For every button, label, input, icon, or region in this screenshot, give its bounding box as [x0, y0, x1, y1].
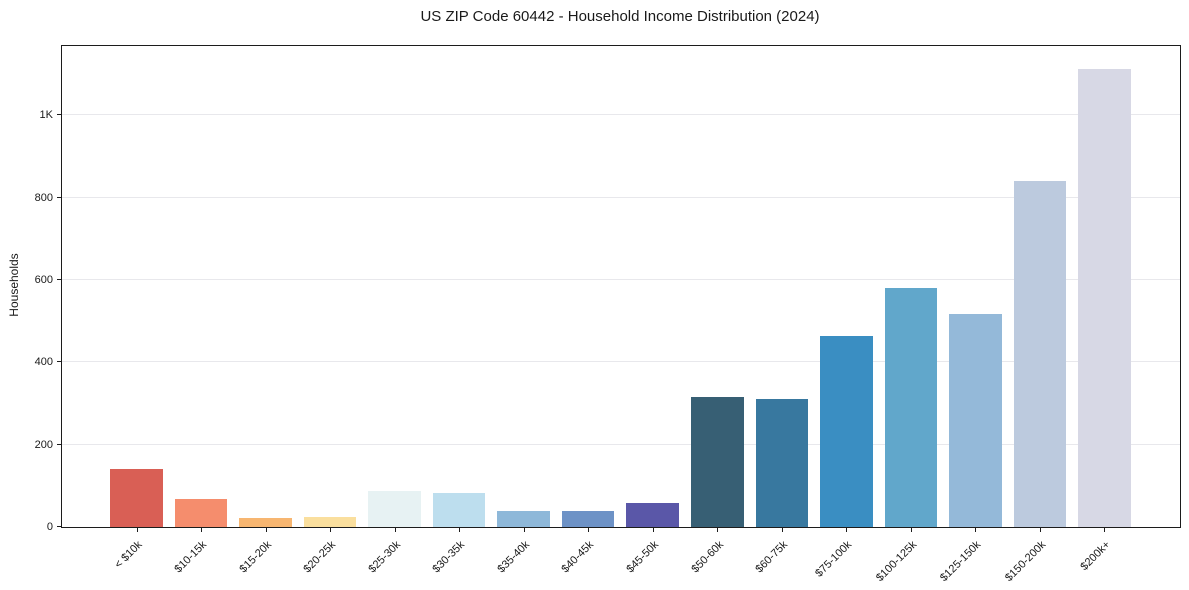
- x-tick-mark: [588, 528, 590, 532]
- y-tick-mark: [57, 526, 61, 527]
- x-tick-label: $150-200k: [1002, 538, 1049, 585]
- gridline: [62, 278, 1180, 280]
- gridline: [62, 196, 1180, 198]
- x-tick-label: $60-75k: [753, 538, 791, 576]
- y-tick-label: 600: [34, 273, 53, 286]
- bar-50-60k: [691, 397, 744, 527]
- x-tick-mark: [201, 528, 203, 532]
- y-tick-label: 1K: [39, 109, 53, 122]
- y-tick-label: 0: [46, 521, 53, 533]
- x-tick-mark: [265, 528, 267, 532]
- bar-10-15k: [174, 498, 228, 527]
- y-tick-label: 200: [34, 438, 53, 451]
- x-tick-label: $10-15k: [172, 538, 210, 576]
- x-tick-label: $40-45k: [559, 538, 597, 576]
- x-tick-mark: [1104, 528, 1106, 532]
- x-tick-mark: [975, 528, 977, 532]
- x-tick-label: $75-100k: [813, 538, 855, 580]
- y-tick-mark: [57, 443, 61, 445]
- y-tick-mark: [57, 196, 61, 198]
- bar-15-20k: [239, 517, 292, 527]
- y-tick-label: 800: [34, 191, 53, 204]
- x-tick-mark: [394, 528, 396, 532]
- bar-100-125k: [884, 288, 938, 527]
- y-tick-mark: [57, 278, 61, 280]
- plot-area: 0 200 400 600 800 1K < $10k $10-15k $15-20k $20-2…: [35, 45, 1181, 584]
- x-tick-label: $50-60k: [688, 538, 726, 576]
- x-tick-label: $25-30k: [366, 538, 403, 576]
- x-tick-mark: [136, 528, 138, 532]
- bar-35-40k: [497, 511, 550, 527]
- x-tick-mark: [781, 528, 783, 532]
- x-tick-label: $45-50k: [624, 538, 661, 576]
- bar-150-200k: [1013, 180, 1067, 527]
- gridline: [62, 361, 1180, 363]
- x-tick-mark: [717, 528, 719, 532]
- bar-20-25k: [303, 516, 357, 527]
- x-tick-label: $15-20k: [237, 538, 274, 576]
- x-tick-mark: [910, 528, 912, 532]
- x-tick-label: $200k+: [1078, 538, 1113, 573]
- bar-30-35k: [432, 493, 486, 527]
- bar-45-50k: [626, 503, 679, 527]
- x-tick-mark: [523, 528, 525, 532]
- y-tick-label: 400: [34, 356, 53, 369]
- x-tick-mark: [652, 528, 654, 532]
- bar-10k: [110, 468, 163, 527]
- x-tick-mark: [1039, 528, 1041, 532]
- bar-200k: [1078, 69, 1131, 527]
- x-tick-label: $100-125k: [873, 538, 920, 585]
- y-tick-mark: [57, 361, 61, 363]
- x-tick-label: $20-25k: [301, 538, 339, 576]
- x-tick-label: $125-150k: [938, 538, 984, 585]
- gridline: [62, 114, 1180, 116]
- x-tick-label: $35-40k: [495, 538, 532, 576]
- x-tick-mark: [330, 528, 332, 532]
- bar-60-75k: [755, 399, 809, 527]
- x-tick-label: < $10k: [112, 538, 145, 571]
- bar-40-45k: [561, 510, 615, 527]
- x-tick-mark: [846, 528, 848, 532]
- x-tick-mark: [459, 528, 461, 532]
- chart-title: US ZIP Code 60442 - Household Income Dis…: [420, 8, 820, 25]
- bar-125-150k: [949, 314, 1002, 527]
- gridline: [62, 443, 1180, 445]
- x-tick-label: $30-35k: [430, 538, 468, 576]
- bar-75-100k: [820, 336, 873, 527]
- bar-25-30k: [368, 491, 421, 527]
- y-tick-mark: [57, 114, 61, 116]
